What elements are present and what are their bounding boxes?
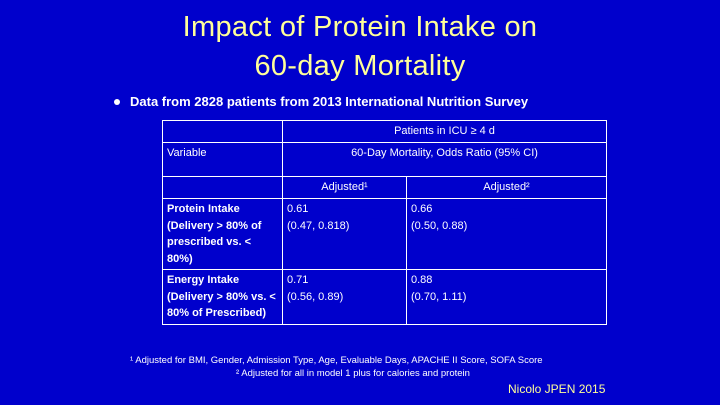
slide-title-line2: 60-day Mortality [254, 50, 466, 82]
group-header: Patients in ICU ≥ 4 d [282, 120, 607, 143]
outcome-header: 60-Day Mortality, Odds Ratio (95% CI) [282, 142, 607, 177]
confidence-interval: (0.70, 1.11) [411, 290, 467, 303]
mortality-table: Patients in ICU ≥ 4 d Variable 60-Day Mo… [162, 120, 607, 325]
row-adjusted2: 0.88 (0.70, 1.11) [406, 269, 607, 325]
row-adjusted1: 0.61 (0.47, 0.818) [282, 198, 407, 270]
citation: Nicolo JPEN 2015 [508, 382, 606, 396]
row-variable: Energy Intake (Delivery > 80% vs. < 80% … [162, 269, 283, 325]
bullet-text: Data from 2828 patients from 2013 Intern… [130, 94, 529, 109]
row-adjusted1: 0.71 (0.56, 0.89) [282, 269, 407, 325]
confidence-interval: (0.56, 0.89) [287, 290, 344, 303]
odds-ratio: 0.71 [287, 274, 309, 286]
odds-ratio: 0.61 [287, 203, 309, 215]
table-header-blank-2 [162, 176, 283, 199]
table-row: Energy Intake (Delivery > 80% vs. < 80% … [162, 269, 607, 325]
footnote-1: ¹ Adjusted for BMI, Gender, Admission Ty… [130, 355, 543, 366]
slide-title: Impact of Protein Intake on 60-day Morta… [0, 8, 720, 86]
table-row: Protein Intake (Delivery > 80% of prescr… [162, 198, 607, 270]
odds-ratio: 0.66 [411, 203, 433, 215]
adjusted2-header: Adjusted² [406, 176, 607, 199]
bullet-dot-icon [114, 98, 120, 105]
confidence-interval: (0.50, 0.88) [411, 219, 468, 232]
variable-header: Variable [162, 142, 283, 177]
slide-title-line1: Impact of Protein Intake on [182, 11, 538, 43]
confidence-interval: (0.47, 0.818) [287, 219, 350, 232]
table-header-blank [162, 120, 283, 143]
footnote-2: ² Adjusted for all in model 1 plus for c… [236, 368, 470, 379]
row-adjusted2: 0.66 (0.50, 0.88) [406, 198, 607, 270]
row-variable: Protein Intake (Delivery > 80% of prescr… [162, 198, 283, 270]
odds-ratio: 0.88 [411, 274, 433, 286]
adjusted1-header: Adjusted¹ [282, 176, 407, 199]
bullet-item: Data from 2828 patients from 2013 Intern… [114, 94, 528, 109]
